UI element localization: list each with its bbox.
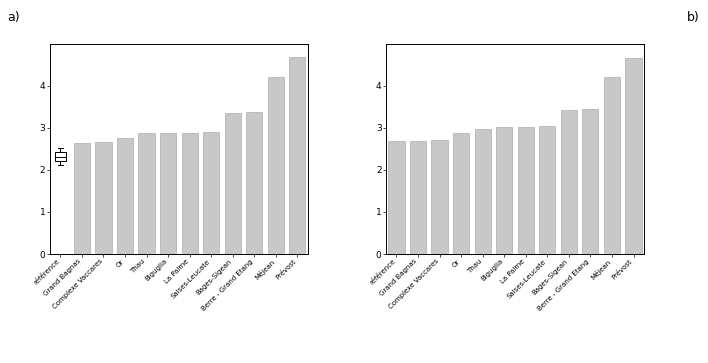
Bar [96,142,112,254]
Bar [453,133,469,254]
Bar [117,138,133,254]
Text: a): a) [7,11,20,24]
Bar [74,143,90,254]
Bar [290,57,305,254]
Bar [224,113,241,254]
Bar [474,129,491,254]
Bar [139,133,154,254]
Bar [625,58,641,254]
Bar [561,110,577,254]
Bar [181,133,198,254]
Bar [389,141,404,254]
Text: b): b) [687,11,700,24]
Bar [431,139,447,254]
Bar [604,77,620,254]
Bar [496,127,513,254]
Bar [410,141,426,254]
Bar [268,77,284,254]
Bar [246,112,263,254]
Bar [160,133,176,254]
Bar [518,127,534,254]
Bar [539,126,555,254]
Bar [55,152,66,162]
Bar [582,109,598,254]
Bar [203,132,219,254]
